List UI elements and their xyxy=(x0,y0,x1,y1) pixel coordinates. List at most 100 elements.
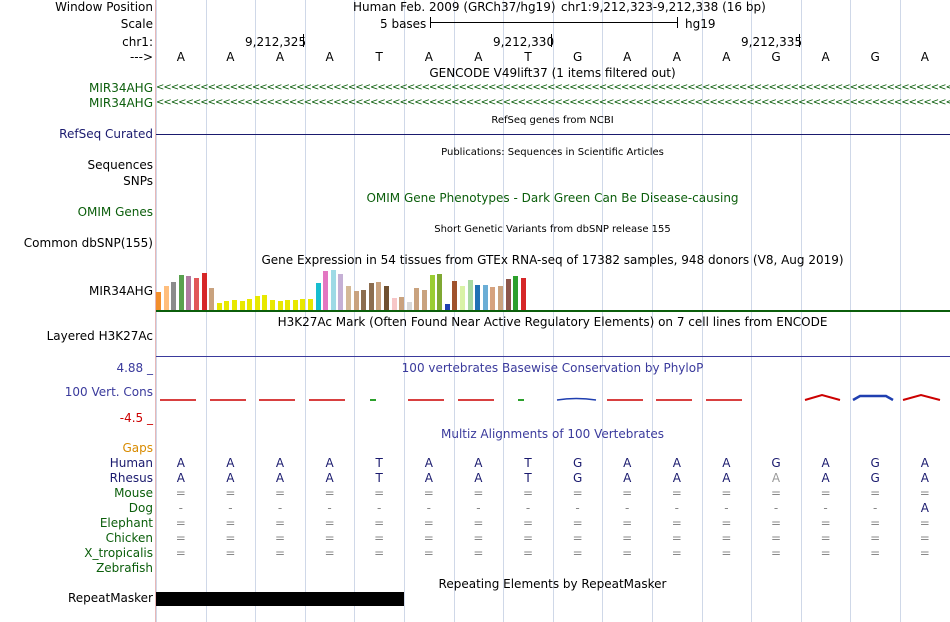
gtex-tissue-bar[interactable] xyxy=(171,282,177,310)
multiz-species-label[interactable]: Elephant xyxy=(99,516,153,530)
multiz-cell: A xyxy=(275,471,285,485)
sequences-label[interactable]: Sequences xyxy=(87,158,153,172)
gtex-tissue-bar[interactable] xyxy=(209,288,215,310)
multiz-track-title[interactable]: Multiz Alignments of 100 Vertebrates xyxy=(440,427,665,441)
base-letter: A xyxy=(226,50,235,64)
multiz-cell: - xyxy=(277,501,283,515)
publications-track-title[interactable]: Publications: Sequences in Scientific Ar… xyxy=(441,147,664,158)
gtex-tissue-bar[interactable] xyxy=(292,300,298,310)
gencode-transcript-1[interactable]: <<<<<<<<<<<<<<<<<<<<<<<<<<<<<<<<<<<<<<<<… xyxy=(156,82,950,93)
refseq-track-title[interactable]: RefSeq genes from NCBI xyxy=(491,115,614,126)
multiz-cell: = xyxy=(274,516,286,530)
dbsnp-label[interactable]: Common dbSNP(155) xyxy=(23,236,153,250)
gtex-tissue-bar[interactable] xyxy=(353,291,359,310)
gtex-tissue-bar[interactable] xyxy=(505,279,511,310)
multiz-cell: = xyxy=(770,531,782,545)
ruler-position-1: 9,212,325 xyxy=(245,35,307,49)
gtex-tissue-bar[interactable] xyxy=(194,278,199,310)
gtex-tissue-bar[interactable] xyxy=(437,274,443,310)
multiz-species-label[interactable]: Rhesus xyxy=(109,471,153,485)
gtex-expression-chart[interactable] xyxy=(156,268,536,310)
gtex-tissue-bar[interactable] xyxy=(368,283,374,310)
gtex-tissue-bar[interactable] xyxy=(163,286,169,310)
gtex-tissue-bar[interactable] xyxy=(414,288,420,310)
gtex-track-title[interactable]: Gene Expression in 54 tissues from GTEx … xyxy=(261,253,844,267)
gtex-tissue-bar[interactable] xyxy=(323,271,329,310)
gtex-tissue-bar[interactable] xyxy=(330,270,336,310)
gencode-item-label-2[interactable]: MIR34AHG xyxy=(88,96,153,110)
gtex-tissue-bar[interactable] xyxy=(406,302,412,310)
omim-track-title[interactable]: OMIM Gene Phenotypes - Dark Green Can Be… xyxy=(366,191,739,205)
gtex-tissue-bar[interactable] xyxy=(361,290,367,310)
multiz-species-label[interactable]: Human xyxy=(109,456,153,470)
gtex-tissue-bar[interactable] xyxy=(429,275,435,310)
scale-bar xyxy=(430,17,678,28)
gtex-tissue-bar[interactable] xyxy=(201,273,207,310)
gtex-tissue-bar[interactable] xyxy=(460,286,465,310)
multiz-species-label[interactable]: Dog xyxy=(128,501,153,515)
multiz-species-label[interactable]: Gaps xyxy=(122,441,153,455)
gtex-tissue-bar[interactable] xyxy=(376,282,382,310)
gtex-tissue-bar[interactable] xyxy=(262,295,268,310)
gtex-tissue-bar[interactable] xyxy=(338,274,344,310)
gtex-tissue-bar[interactable] xyxy=(254,296,260,310)
multiz-species-label[interactable]: X_tropicalis xyxy=(84,546,153,560)
repeatmasker-element[interactable] xyxy=(156,592,404,606)
gtex-tissue-bar[interactable] xyxy=(247,299,253,310)
gtex-tissue-bar[interactable] xyxy=(315,283,321,310)
position-label[interactable]: chr1:9,212,323-9,212,338 (16 bp) xyxy=(561,0,766,14)
gtex-tissue-bar[interactable] xyxy=(277,301,283,310)
gtex-tissue-bar[interactable] xyxy=(444,304,450,310)
gtex-tissue-bar[interactable] xyxy=(384,286,389,310)
phylop-track-title[interactable]: 100 vertebrates Basewise Conservation by… xyxy=(401,361,704,375)
multiz-species-label[interactable]: Mouse xyxy=(114,486,153,500)
gencode-item-label-1[interactable]: MIR34AHG xyxy=(88,81,153,95)
gencode-track-title[interactable]: GENCODE V49lift37 (1 items filtered out) xyxy=(429,66,676,80)
gtex-tissue-bar[interactable] xyxy=(467,280,473,310)
multiz-cell: A xyxy=(722,471,731,485)
gtex-tissue-bar[interactable] xyxy=(498,286,503,310)
gtex-tissue-bar[interactable] xyxy=(285,300,291,310)
gtex-tissue-bar[interactable] xyxy=(232,300,237,310)
gtex-tissue-bar[interactable] xyxy=(391,298,397,310)
h3k27ac-track-title[interactable]: H3K27Ac Mark (Often Found Near Active Re… xyxy=(277,315,828,329)
gtex-tissue-bar[interactable] xyxy=(399,297,405,310)
gtex-tissue-bar[interactable] xyxy=(178,275,184,310)
multiz-species-label[interactable]: Zebrafish xyxy=(96,561,153,575)
gtex-tissue-bar[interactable] xyxy=(490,287,496,310)
dbsnp-track-title[interactable]: Short Genetic Variants from dbSNP releas… xyxy=(434,224,671,235)
gtex-tissue-bar[interactable] xyxy=(346,286,351,310)
base-letter: G xyxy=(870,50,880,64)
phylop-label[interactable]: 100 Vert. Cons xyxy=(64,385,153,399)
multiz-cell: = xyxy=(919,546,930,560)
gtex-tissue-bar[interactable] xyxy=(239,301,245,310)
gtex-tissue-bar[interactable] xyxy=(224,301,230,310)
gtex-tissue-bar[interactable] xyxy=(308,299,313,310)
multiz-cell: = xyxy=(274,531,286,545)
repeatmasker-track-title[interactable]: Repeating Elements by RepeatMasker xyxy=(438,577,667,591)
omim-label[interactable]: OMIM Genes xyxy=(77,205,153,219)
gtex-tissue-bar[interactable] xyxy=(482,285,488,310)
gtex-tissue-bar[interactable] xyxy=(422,290,427,310)
gtex-tissue-bar[interactable] xyxy=(475,285,481,310)
gtex-tissue-bar[interactable] xyxy=(513,276,519,310)
refseq-label[interactable]: RefSeq Curated xyxy=(59,127,153,141)
phylop-wiggle[interactable] xyxy=(0,385,950,410)
base-letter: A xyxy=(821,50,830,64)
gtex-tissue-bar[interactable] xyxy=(216,303,222,310)
multiz-cell: - xyxy=(773,501,779,515)
gencode-transcript-2[interactable]: <<<<<<<<<<<<<<<<<<<<<<<<<<<<<<<<<<<<<<<<… xyxy=(156,97,950,108)
gtex-tissue-bar[interactable] xyxy=(452,281,458,310)
gtex-tissue-bar[interactable] xyxy=(156,292,161,310)
multiz-species-label[interactable]: Chicken xyxy=(105,531,153,545)
refseq-gene-line[interactable] xyxy=(156,134,950,135)
snps-label[interactable]: SNPs xyxy=(123,174,153,188)
gtex-tissue-bar[interactable] xyxy=(520,278,526,310)
gtex-tissue-bar[interactable] xyxy=(270,300,275,310)
gtex-tissue-bar[interactable] xyxy=(186,276,192,310)
gtex-tissue-bar[interactable] xyxy=(300,299,306,310)
repeatmasker-label[interactable]: RepeatMasker xyxy=(67,591,153,605)
h3k27ac-label[interactable]: Layered H3K27Ac xyxy=(46,329,153,343)
gtex-label[interactable]: MIR34AHG xyxy=(88,284,153,298)
